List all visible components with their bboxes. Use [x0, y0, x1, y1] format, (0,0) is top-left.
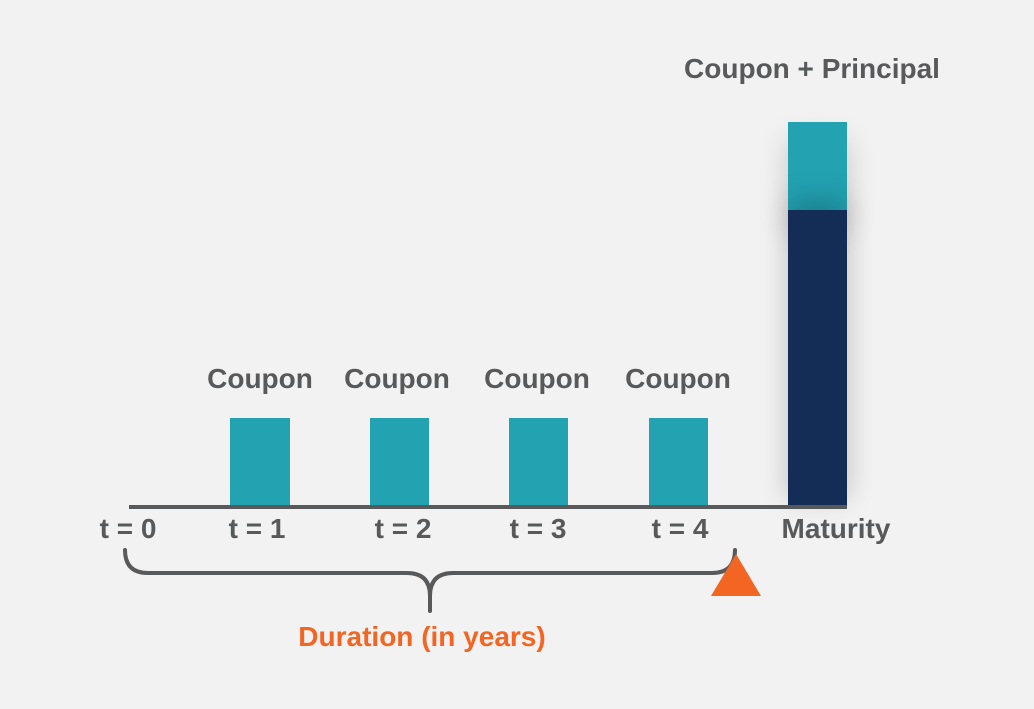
maturity-coupon-segment [788, 122, 847, 211]
maturity-principal-segment [788, 210, 847, 507]
coupon-label-3: Coupon [484, 363, 590, 394]
coupon-principal-label: Coupon + Principal [684, 53, 940, 84]
time-label-4: t = 4 [651, 513, 709, 544]
coupon-bar-1 [230, 418, 290, 507]
time-label-0: t = 0 [99, 513, 157, 544]
curly-brace-shape [123, 548, 737, 613]
coupon-bar-2 [370, 418, 429, 507]
coupon-label-1: Coupon [207, 363, 313, 394]
time-label-1: t = 1 [228, 513, 286, 544]
coupon-label-2: Coupon [344, 363, 450, 394]
time-axis [129, 505, 847, 509]
coupon-bar-3 [509, 418, 568, 507]
time-label-maturity: Maturity [781, 513, 891, 544]
coupon-bar-4 [649, 418, 708, 507]
time-label-2: t = 2 [374, 513, 432, 544]
orange-triangle-icon [711, 554, 761, 596]
coupon-label-4: Coupon [625, 363, 731, 394]
time-label-3: t = 3 [509, 513, 567, 544]
duration-label: Duration (in years) [298, 621, 546, 652]
